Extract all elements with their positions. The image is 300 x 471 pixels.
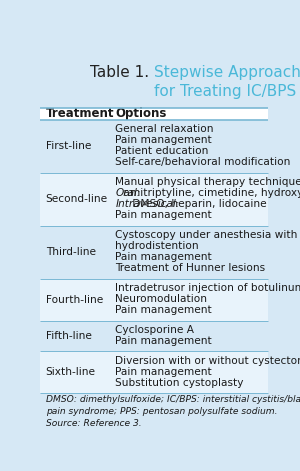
Text: Pain management: Pain management <box>116 336 212 346</box>
Text: General relaxation: General relaxation <box>116 124 214 134</box>
Text: Fifth-line: Fifth-line <box>46 331 92 341</box>
Text: Stepwise Approach
for Treating IC/BPS: Stepwise Approach for Treating IC/BPS <box>154 65 300 99</box>
Text: Options: Options <box>116 107 167 120</box>
Text: Table 1.: Table 1. <box>90 65 154 80</box>
Text: Neuromodulation: Neuromodulation <box>116 294 207 304</box>
Text: Cystoscopy under anesthesia with with: Cystoscopy under anesthesia with with <box>116 230 300 240</box>
Text: hydrodistention: hydrodistention <box>116 241 199 251</box>
Text: Cyclosporine A: Cyclosporine A <box>116 325 194 335</box>
Bar <box>40 279 268 321</box>
Text: Treatment of Hunner lesions: Treatment of Hunner lesions <box>116 263 266 274</box>
Text: Treatment: Treatment <box>46 107 114 120</box>
Text: Patient education: Patient education <box>116 146 209 156</box>
Text: Self-care/behavioral modification: Self-care/behavioral modification <box>116 157 291 167</box>
Text: Pain management: Pain management <box>116 252 212 262</box>
Text: Intravesical:: Intravesical: <box>116 199 180 209</box>
Bar <box>40 226 268 279</box>
Text: Pain management: Pain management <box>116 135 212 145</box>
Text: Oral:: Oral: <box>116 188 141 198</box>
Bar <box>40 120 268 173</box>
Text: Manual physical therapy techniques: Manual physical therapy techniques <box>116 177 300 187</box>
Text: Pain management: Pain management <box>116 211 212 220</box>
Text: amitriptyline, cimetidine, hydroxyzine, PPS: amitriptyline, cimetidine, hydroxyzine, … <box>120 188 300 198</box>
Bar <box>40 108 268 120</box>
Text: Sixth-line: Sixth-line <box>46 367 96 377</box>
Text: Fourth-line: Fourth-line <box>46 295 103 305</box>
Text: Diversion with or without cystectomy: Diversion with or without cystectomy <box>116 356 300 365</box>
Bar <box>40 321 268 351</box>
Text: DMSO, heparin, lidocaine: DMSO, heparin, lidocaine <box>128 199 266 209</box>
Bar <box>40 173 268 226</box>
Text: Substitution cystoplasty: Substitution cystoplasty <box>116 378 244 388</box>
Text: Second-line: Second-line <box>46 194 108 204</box>
Bar <box>40 351 268 393</box>
Text: Pain management: Pain management <box>116 367 212 377</box>
Text: DMSO: dimethylsulfoxide; IC/BPS: interstitial cystitis/bladder
pain syndrome; PP: DMSO: dimethylsulfoxide; IC/BPS: interst… <box>46 395 300 428</box>
Text: Third-line: Third-line <box>46 247 96 257</box>
Text: Intradetrusor injection of botulinum toxin A: Intradetrusor injection of botulinum tox… <box>116 283 300 293</box>
Text: Pain management: Pain management <box>116 305 212 316</box>
Text: First-line: First-line <box>46 141 91 151</box>
